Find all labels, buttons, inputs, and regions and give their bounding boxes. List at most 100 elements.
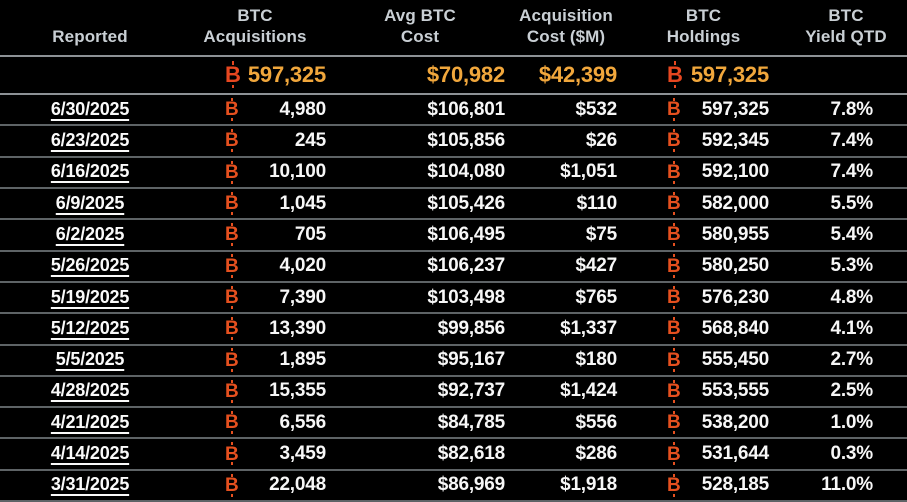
avg-btc-cost-value: $105,426 <box>427 192 505 214</box>
reported-date-link[interactable]: 6/2/2025 <box>55 223 125 244</box>
avg-btc-cost-value: $105,856 <box>427 129 505 151</box>
btc-acquisitions-value: 3,459 <box>279 443 326 465</box>
btc-icon: B <box>667 160 681 184</box>
reported-date-link[interactable]: 4/14/2025 <box>50 443 130 464</box>
btc-holdings-cell: B 531,644 <box>622 442 785 466</box>
reported-date-link[interactable]: 6/16/2025 <box>50 161 130 182</box>
btc-holdings-value: 580,250 <box>701 255 769 277</box>
btc-acquisitions-cell: B 7,390 <box>180 285 330 309</box>
btc-holdings-cell: B 592,345 <box>622 129 785 153</box>
btc-icon: B <box>667 254 681 278</box>
acquisition-cost-value: $765 <box>575 286 618 308</box>
btc-acquisitions-cell: B 4,020 <box>180 254 330 278</box>
acquisition-cost-value: $180 <box>575 349 618 371</box>
btc-yield-value: 4.8% <box>830 286 873 308</box>
table-row: 3/31/2025 B 22,048 $86,969 $1,918 B 528,… <box>0 471 907 502</box>
btc-holdings-cell: B 582,000 <box>622 191 785 215</box>
btc-holdings-cell: B 553,555 <box>622 379 785 403</box>
btc-acquisitions-value: 13,390 <box>269 317 326 339</box>
btc-icon: B <box>667 61 683 89</box>
btc-acquisitions-value: 1,895 <box>279 349 326 371</box>
btc-acquisitions-cell: B 15,355 <box>180 379 330 403</box>
reported-date-link[interactable]: 4/28/2025 <box>50 380 130 401</box>
avg-btc-cost-value: $92,737 <box>437 380 505 402</box>
btc-yield-value: 4.1% <box>830 317 873 339</box>
btc-icon: B <box>225 97 239 122</box>
btc-acquisitions-value: 4,980 <box>279 98 326 120</box>
table-row: 4/14/2025 B 3,459 $82,618 $286 B 531,644… <box>0 439 907 471</box>
acquisition-cost-value: $75 <box>585 223 617 245</box>
column-header-btc-acquisitions: BTC Acquisitions <box>203 5 307 47</box>
reported-date-link[interactable]: 5/5/2025 <box>55 349 125 370</box>
acquisition-cost-value: $1,918 <box>560 474 617 496</box>
reported-date-link[interactable]: 5/26/2025 <box>50 255 130 276</box>
reported-date-link[interactable]: 6/23/2025 <box>50 129 130 150</box>
table-body: 6/30/2025 B 4,980 $106,801 $532 B 597,32… <box>0 95 907 502</box>
summary-acquisition-cost-value: $42,399 <box>538 62 617 87</box>
avg-btc-cost-value: $99,856 <box>437 317 505 339</box>
column-header-avg-btc-cost: Avg BTC Cost <box>384 5 456 47</box>
avg-btc-cost-value: $106,801 <box>427 98 505 120</box>
table-row: 5/12/2025 B 13,390 $99,856 $1,337 B 568,… <box>0 314 907 346</box>
acquisition-cost-value: $532 <box>575 98 618 120</box>
btc-yield-value: 2.7% <box>830 349 873 371</box>
reported-cell: 4/28/2025 <box>0 380 180 402</box>
acquisition-cost-value: $26 <box>585 129 617 151</box>
btc-icon: B <box>225 160 239 184</box>
column-header-acquisition-cost: Acquisition Cost ($M) <box>519 5 613 47</box>
btc-icon: B <box>667 411 681 435</box>
btc-acquisitions-cell: B 1,045 <box>180 191 330 215</box>
btc-acquisitions-value: 1,045 <box>279 192 326 214</box>
btc-acquisitions-cell: B 4,980 <box>180 97 330 122</box>
reported-cell: 3/31/2025 <box>0 474 180 496</box>
reported-date-link[interactable]: 6/30/2025 <box>50 98 130 119</box>
column-header-btc-holdings: BTC Holdings <box>666 5 741 47</box>
btc-holdings-cell: B 592,100 <box>622 160 785 184</box>
btc-acquisitions-cell: B 10,100 <box>180 160 330 184</box>
table-row: 5/5/2025 B 1,895 $95,167 $180 B 555,450 … <box>0 346 907 377</box>
btc-holdings-cell: B 568,840 <box>622 317 785 341</box>
btc-holdings-value: 553,555 <box>701 380 769 402</box>
reported-date-link[interactable]: 4/21/2025 <box>50 411 130 432</box>
acquisition-cost-value: $1,051 <box>560 161 617 183</box>
summary-btc-acquisitions-value: 597,325 <box>247 62 326 87</box>
acquisition-cost-value: $1,337 <box>560 317 617 339</box>
btc-acquisitions-cell: B 6,556 <box>180 411 330 435</box>
btc-yield-value: 7.4% <box>830 129 873 151</box>
btc-yield-value: 7.4% <box>830 161 873 183</box>
btc-holdings-cell: B 555,450 <box>622 348 785 372</box>
btc-icon: B <box>667 348 681 372</box>
btc-acquisitions-value: 6,556 <box>279 411 326 433</box>
btc-acquisitions-value: 22,048 <box>269 474 326 496</box>
reported-cell: 6/2/2025 <box>0 224 180 246</box>
btc-icon: B <box>225 285 239 309</box>
btc-icon: B <box>225 442 239 466</box>
reported-date-link[interactable]: 6/9/2025 <box>55 192 125 213</box>
btc-acquisitions-cell: B 3,459 <box>180 442 330 466</box>
btc-acquisitions-value: 705 <box>294 223 326 245</box>
btc-acquisitions-cell: B 705 <box>180 223 330 247</box>
reported-date-link[interactable]: 5/19/2025 <box>50 286 130 307</box>
reported-cell: 6/23/2025 <box>0 130 180 152</box>
btc-yield-value: 1.0% <box>830 411 873 433</box>
table-row: 4/28/2025 B 15,355 $92,737 $1,424 B 553,… <box>0 377 907 409</box>
btc-icon: B <box>667 317 681 341</box>
btc-holdings-cell: B 580,955 <box>622 223 785 247</box>
btc-icon: B <box>225 191 239 215</box>
summary-avg-btc-cost-value: $70,982 <box>426 62 505 87</box>
reported-date-link[interactable]: 3/31/2025 <box>50 474 130 495</box>
btc-icon: B <box>225 317 239 341</box>
btc-acquisitions-cell: B 13,390 <box>180 317 330 341</box>
btc-icon: B <box>667 473 681 497</box>
reported-cell: 6/30/2025 <box>0 99 180 121</box>
acquisition-cost-value: $1,424 <box>560 380 617 402</box>
avg-btc-cost-value: $103,498 <box>427 286 505 308</box>
btc-yield-value: 2.5% <box>830 380 873 402</box>
reported-cell: 5/12/2025 <box>0 318 180 340</box>
column-header-reported: Reported <box>52 27 128 47</box>
reported-date-link[interactable]: 5/12/2025 <box>50 317 130 338</box>
btc-icon: B <box>225 254 239 278</box>
btc-holdings-value: 597,325 <box>701 98 769 120</box>
table-row: 6/16/2025 B 10,100 $104,080 $1,051 B 592… <box>0 158 907 189</box>
btc-icon: B <box>225 348 239 372</box>
